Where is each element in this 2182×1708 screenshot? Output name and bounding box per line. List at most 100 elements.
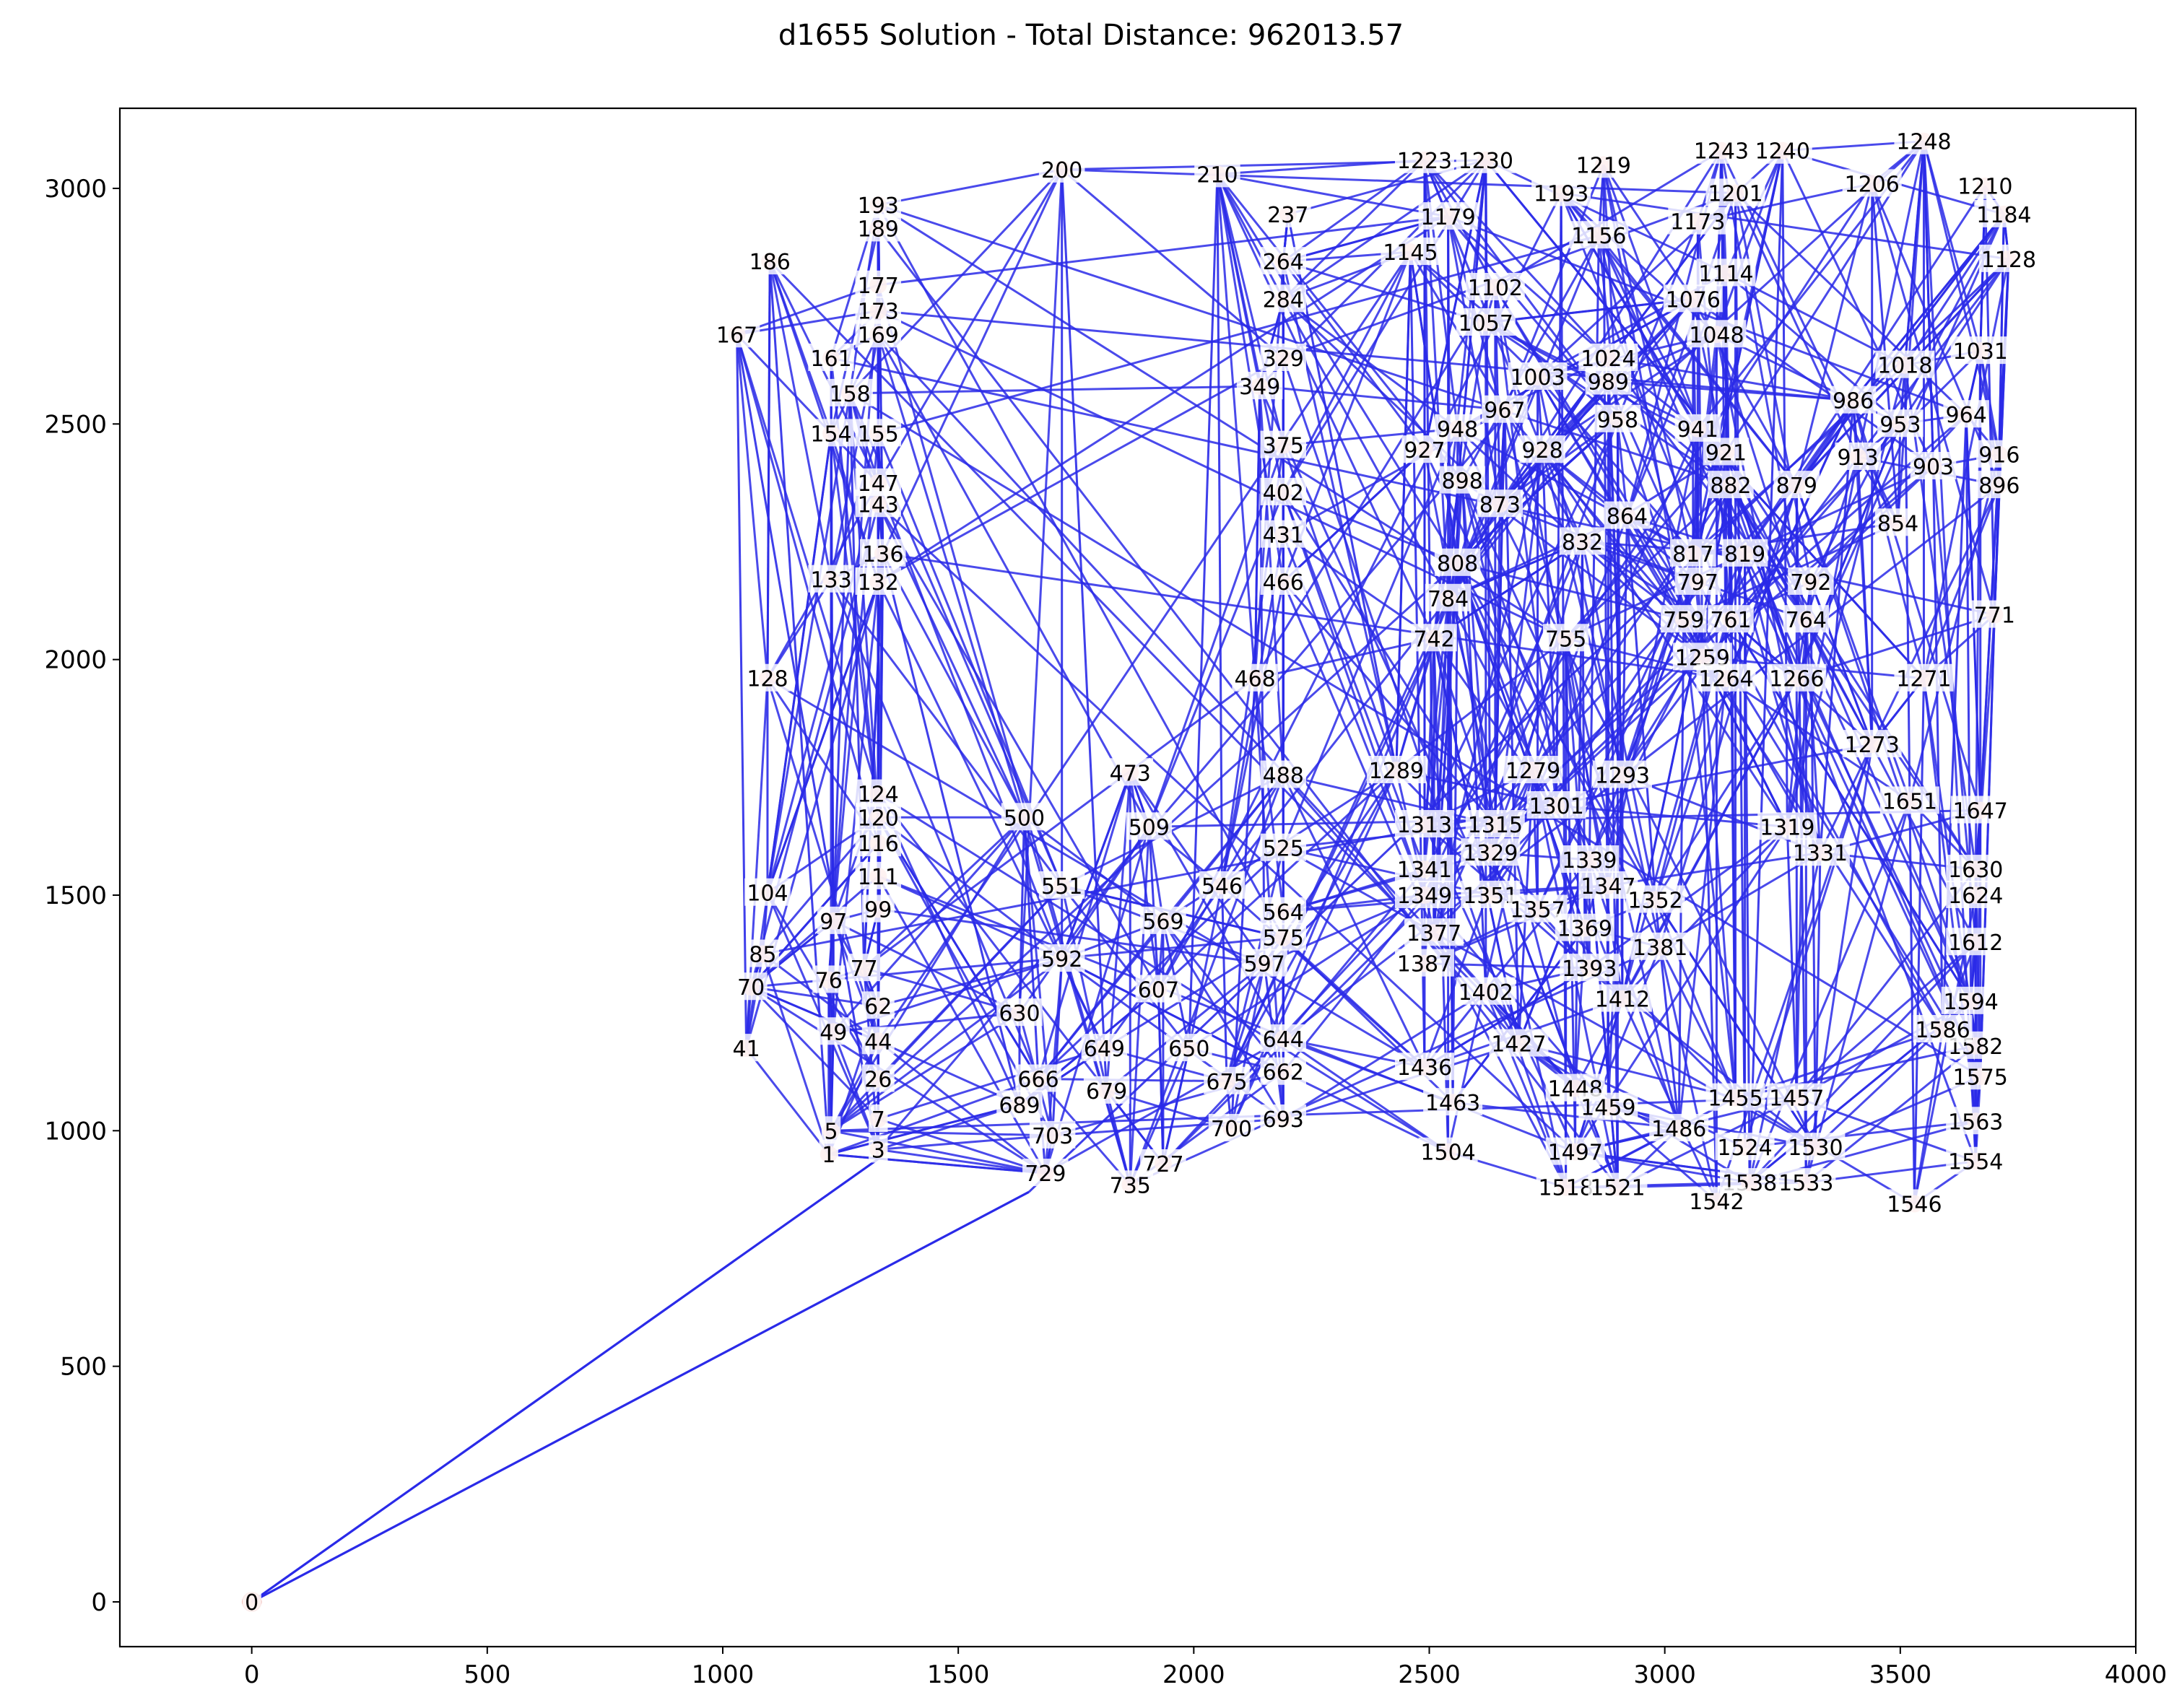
node-label: 592: [1041, 947, 1082, 972]
route-segment: [736, 284, 879, 336]
node-label-box: [855, 779, 902, 807]
node-label-box: [1260, 430, 1307, 458]
route-segment: [878, 908, 1265, 965]
node-label-box: [996, 1090, 1043, 1118]
route-segment: [1061, 958, 1105, 1049]
route-segment: [1494, 504, 1501, 825]
route-segment: [1730, 414, 1968, 621]
route-segment: [877, 1047, 1105, 1120]
node-label: 958: [1597, 408, 1638, 433]
route-segment: [1433, 541, 1583, 640]
route-segment: [1045, 1037, 1285, 1175]
node-label: 1651: [1882, 789, 1937, 814]
node-label: 264: [1263, 250, 1304, 275]
route-segment: [1105, 962, 1266, 1092]
node-label-box: [812, 965, 846, 993]
node-label-box: [1526, 790, 1586, 819]
node-label-box: [855, 803, 902, 831]
node-label-box: [1630, 932, 1690, 960]
route-segment: [1423, 159, 1609, 359]
route-segment: [1716, 150, 1784, 335]
node-label-box: [1260, 343, 1307, 371]
route-segment: [1897, 141, 1925, 523]
route-segment: [1654, 677, 1798, 901]
node-label: 1624: [1948, 884, 2003, 909]
route-segment: [768, 261, 830, 1155]
node-label: 941: [1677, 417, 1718, 443]
route-segment: [1725, 677, 1911, 802]
node-label-box: [1503, 756, 1563, 784]
route-segment: [1282, 894, 1426, 1073]
route-segment: [1617, 1097, 1797, 1188]
node-label: 44: [864, 1029, 892, 1055]
node-label-box: [855, 829, 902, 857]
node-label-box: [1260, 1057, 1307, 1085]
node-label-box: [1757, 812, 1817, 840]
route-segment: [1993, 485, 2001, 615]
node-label: 0: [245, 1590, 258, 1616]
node-label-box: [746, 939, 779, 967]
route-segment: [1147, 827, 1165, 922]
route-segment: [877, 793, 1108, 1092]
route-segment: [1541, 449, 1788, 828]
node-label-box: [861, 1027, 895, 1055]
x-tick-label: 3000: [1633, 1660, 1696, 1689]
node-label: 1264: [1698, 667, 1753, 692]
node-label-box: [1588, 1172, 1648, 1201]
node-label-box: [1482, 395, 1528, 423]
route-segment: [830, 1040, 879, 1132]
route-segment: [1147, 492, 1285, 827]
node-label: 1393: [1562, 957, 1617, 982]
node-label-box: [1783, 605, 1830, 633]
route-segment: [766, 482, 879, 894]
node-label: 128: [747, 667, 788, 692]
node-label-box: [1604, 501, 1651, 529]
node-label-box: [1001, 803, 1048, 831]
route-segment: [1433, 932, 1568, 1188]
route-segment: [1216, 173, 1435, 639]
node-label-box: [1394, 880, 1454, 908]
node-label-box: [1439, 466, 1485, 494]
node-label-box: [242, 1587, 261, 1615]
route-segment: [1447, 215, 1609, 360]
node-label-box: [1260, 284, 1307, 313]
node-label: 509: [1129, 815, 1170, 840]
node-label-box: [1381, 238, 1440, 266]
node-label-box: [848, 954, 881, 982]
node-label-box: [1946, 880, 2006, 908]
node-label: 771: [1974, 604, 2015, 629]
route-segment: [1979, 350, 2001, 455]
route-segment: [1424, 967, 1591, 1068]
node-label-box: [730, 1034, 763, 1062]
route-segment: [1565, 451, 1727, 640]
node-label-box: [1107, 1170, 1154, 1198]
node-label: 662: [1263, 1060, 1304, 1086]
x-axis-ticks: 0 500 1000 1500 2000 2500 3000 3500 4000: [244, 1647, 2167, 1689]
route-segment: [850, 385, 1260, 395]
route-segment: [1129, 772, 1266, 964]
node-label: 466: [1263, 570, 1304, 596]
node-label: 1289: [1369, 759, 1424, 784]
node-label-box: [860, 539, 906, 567]
route-segment: [1588, 826, 1788, 970]
node-label-box: [1649, 1114, 1709, 1142]
node-label: 1331: [1793, 841, 1848, 866]
route-segment: [1697, 427, 1925, 679]
route-segment: [830, 1129, 1053, 1137]
node-label: 964: [1946, 403, 1987, 428]
node-label-box: [855, 190, 902, 218]
route-segment: [1903, 365, 1977, 870]
node-label: 551: [1041, 874, 1082, 899]
route-segment: [1129, 775, 1285, 1185]
node-label: 1436: [1397, 1055, 1452, 1081]
route-segment: [1129, 1047, 1191, 1185]
node-label: 136: [862, 542, 903, 567]
node-label-box: [1674, 567, 1721, 595]
node-label-box: [1394, 949, 1454, 977]
node-label-box: [1946, 1146, 2006, 1175]
route-segment: [1659, 946, 1680, 1129]
node-label-box: [1038, 871, 1085, 899]
node-label-box: [821, 1116, 841, 1144]
node-label-box: [1950, 336, 2010, 365]
